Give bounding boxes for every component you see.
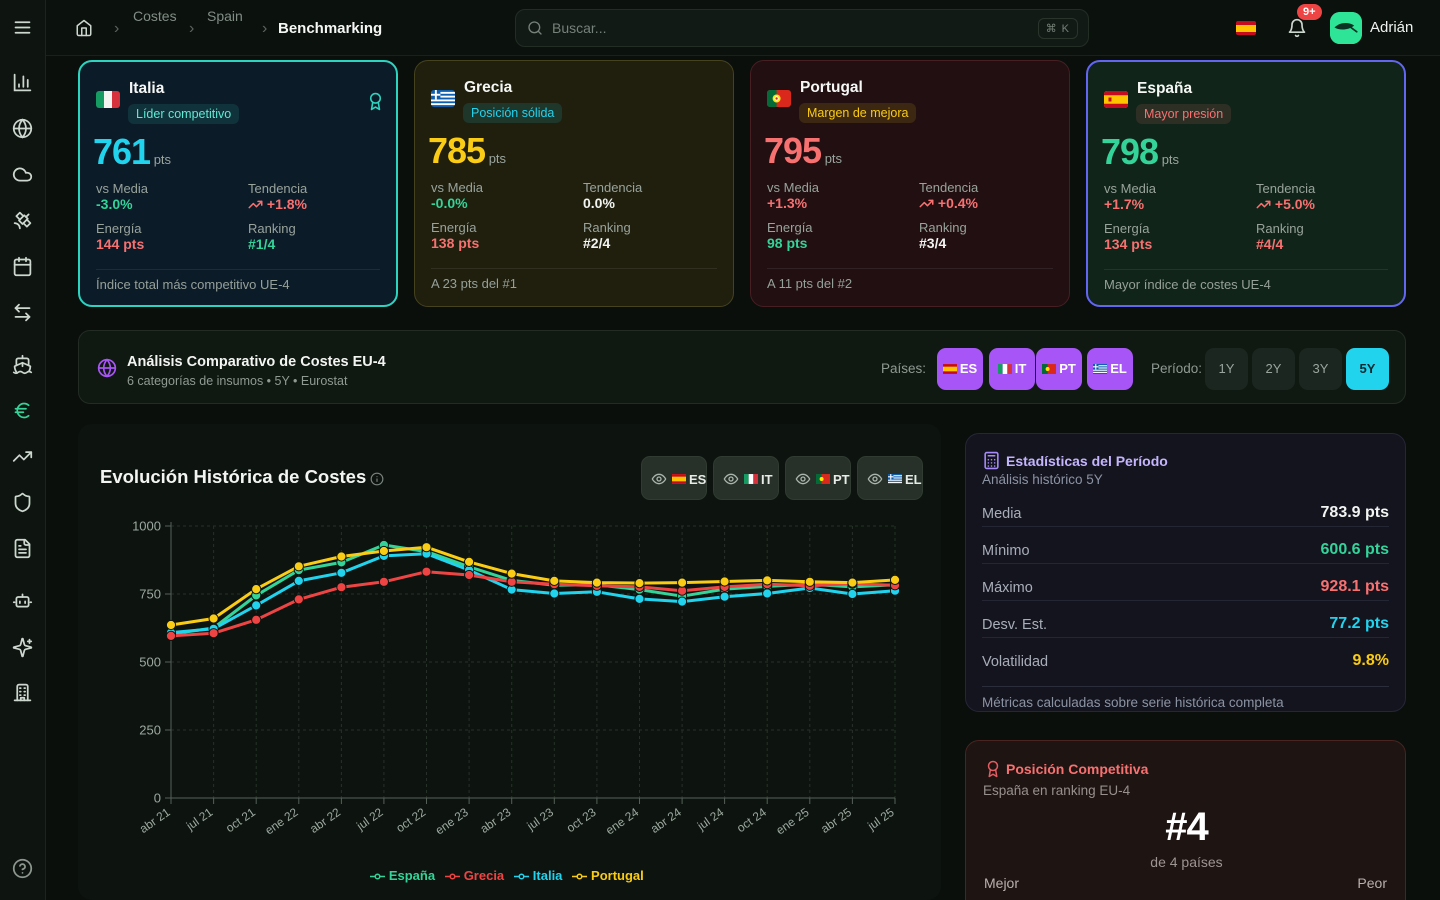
svg-text:jul 23: jul 23 — [524, 805, 557, 834]
svg-text:abr 24: abr 24 — [648, 805, 684, 836]
svg-text:250: 250 — [139, 723, 161, 738]
svg-text:abr 22: abr 22 — [307, 805, 343, 836]
svg-text:500: 500 — [139, 655, 161, 670]
svg-text:jul 22: jul 22 — [353, 805, 386, 834]
svg-text:abr 23: abr 23 — [478, 805, 514, 836]
svg-text:abr 21: abr 21 — [137, 805, 173, 836]
svg-text:ene 23: ene 23 — [433, 805, 471, 838]
svg-text:abr 25: abr 25 — [818, 805, 854, 836]
svg-text:750: 750 — [139, 587, 161, 602]
svg-text:ene 22: ene 22 — [262, 805, 300, 838]
svg-text:oct 23: oct 23 — [564, 805, 599, 835]
svg-text:0: 0 — [154, 791, 161, 806]
svg-text:jul 24: jul 24 — [694, 805, 727, 834]
svg-text:oct 24: oct 24 — [734, 805, 769, 835]
svg-text:oct 21: oct 21 — [223, 805, 258, 835]
svg-text:oct 22: oct 22 — [393, 805, 428, 835]
svg-text:ene 25: ene 25 — [773, 805, 811, 838]
svg-text:jul 21: jul 21 — [183, 805, 216, 834]
svg-text:1000: 1000 — [132, 519, 161, 534]
svg-text:jul 25: jul 25 — [864, 805, 897, 834]
svg-text:ene 24: ene 24 — [603, 805, 641, 838]
